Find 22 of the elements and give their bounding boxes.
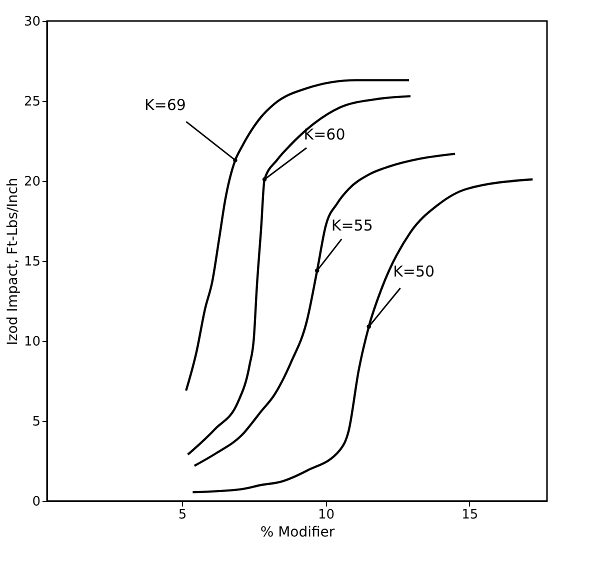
annotation: K=50 (393, 262, 435, 281)
y-tick-label: 5 (32, 414, 40, 430)
x-tick-label: 15 (462, 508, 478, 522)
annotation: K=55 (331, 216, 373, 235)
y-tick-label: 15 (24, 254, 40, 270)
y-tick-label: 25 (24, 94, 40, 110)
annotation: K=60 (304, 125, 346, 144)
y-tick-label: 0 (32, 494, 40, 510)
x-tick-label: 10 (318, 508, 335, 522)
point (233, 158, 238, 162)
y-tick-label: 10 (24, 334, 40, 350)
x-tick-label: 5 (178, 508, 187, 522)
annotation: K=69 (144, 96, 186, 114)
x-axis-title: % Modifier (260, 524, 335, 540)
line-series (192, 178, 534, 494)
point (366, 324, 371, 329)
y-axis-title: Izod Impact, Ft-Lbs/Inch (4, 178, 21, 346)
point (262, 177, 267, 182)
line-series (193, 152, 456, 467)
point (314, 268, 320, 273)
y-tick-label: 30 (24, 14, 40, 30)
y-tick-label: 20 (24, 174, 40, 190)
